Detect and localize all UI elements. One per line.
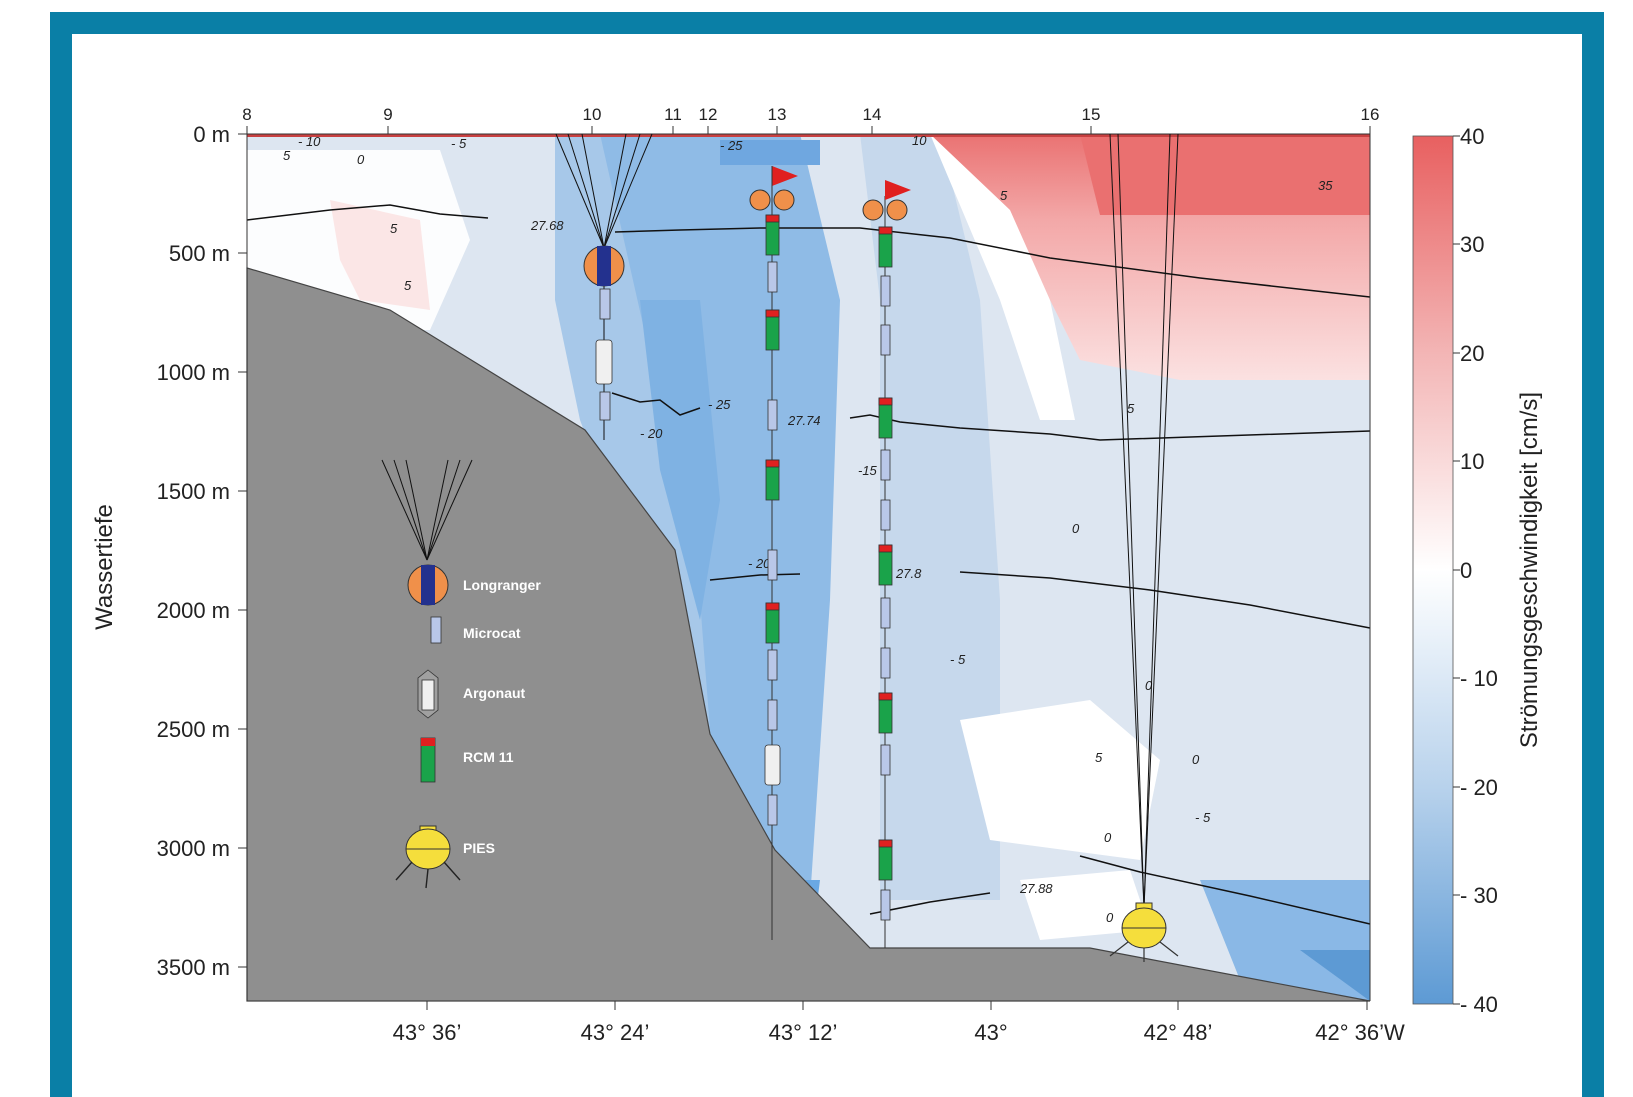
colorbar-tick: 0 xyxy=(1460,558,1472,583)
isopycnal-label: 27.8 xyxy=(895,566,922,581)
colorbar-tick: - 30 xyxy=(1460,883,1498,908)
contour-label: 5 xyxy=(390,221,398,236)
velocity-field xyxy=(247,134,1370,1001)
station-label: 9 xyxy=(383,105,392,124)
contour-label: - 5 xyxy=(950,652,966,667)
depth-label: 3000 m xyxy=(157,836,230,861)
contour-label: 0 xyxy=(357,152,365,167)
contour-label: 5 xyxy=(404,278,412,293)
depth-label: 2500 m xyxy=(157,717,230,742)
contour-label: -15 xyxy=(858,463,878,478)
depth-ticks: 0 m 500 m 1000 m 1500 m 2000 m 2500 m 30… xyxy=(157,122,247,980)
isopycnal-label: 27.68 xyxy=(530,218,564,233)
isopycnal-label: 27.74 xyxy=(787,413,821,428)
colorbar-tick: - 40 xyxy=(1460,992,1498,1017)
contour-label: 5 xyxy=(1127,401,1135,416)
contour-label: 5 xyxy=(283,148,291,163)
longitude-label: 43° 12’ xyxy=(769,1020,838,1045)
contour-label: 5 xyxy=(1095,750,1103,765)
contour-label: - 5 xyxy=(1195,810,1211,825)
station-label: 8 xyxy=(242,105,251,124)
contour-label: 0 xyxy=(1145,678,1153,693)
contour-label: 10 xyxy=(912,133,927,148)
depth-label: 0 m xyxy=(193,122,230,147)
longitude-label: 42° 48’ xyxy=(1144,1020,1213,1045)
station-label: 14 xyxy=(863,105,882,124)
colorbar: 40 30 20 10 0 - 10 - 20 - 30 - 40 Strömu… xyxy=(1412,124,1543,1017)
station-label: 11 xyxy=(664,105,682,124)
contour-label: 0 xyxy=(1072,521,1080,536)
contour-label: - 25 xyxy=(720,138,743,153)
depth-label: 1500 m xyxy=(157,479,230,504)
colorbar-tick: 30 xyxy=(1460,232,1484,257)
longitude-label: 43° 36’ xyxy=(393,1020,462,1045)
contour-label: - 10 xyxy=(298,134,321,149)
legend-label-pies: PIES xyxy=(463,840,495,856)
legend-label-longranger: Longranger xyxy=(463,577,541,593)
isopycnal-labels: 27.68 27.74 27.8 27.88 xyxy=(530,218,1053,896)
pies-instrument xyxy=(1109,133,1179,962)
contour-label: 5 xyxy=(1000,188,1008,203)
station-label: 10 xyxy=(583,105,602,124)
colorbar-tick: - 20 xyxy=(1460,775,1498,800)
colorbar-tick: 10 xyxy=(1460,449,1484,474)
contour-label: 0 xyxy=(1106,910,1114,925)
contour-label: - 5 xyxy=(451,136,467,151)
contour-label: - 20 xyxy=(640,426,663,441)
colorbar-tick: 40 xyxy=(1460,124,1484,149)
colorbar-title: Strömungsgeschwindigkeit [cm/s] xyxy=(1516,392,1543,748)
depth-label: 500 m xyxy=(169,241,230,266)
station-label: 15 xyxy=(1082,105,1101,124)
mooring-longranger xyxy=(555,133,653,440)
contour-label: 35 xyxy=(1318,178,1333,193)
longitude-ticks: 43° 36’ 43° 24’ 43° 12’ 43° 42° 48’ 42° … xyxy=(393,1001,1405,1045)
legend-label-argonaut: Argonaut xyxy=(463,685,526,701)
station-label: 12 xyxy=(699,105,718,124)
longitude-label: 42° 36’W xyxy=(1315,1020,1405,1045)
depth-label: 1000 m xyxy=(157,360,230,385)
colorbar-tick: - 10 xyxy=(1460,666,1498,691)
legend-label-microcat: Microcat xyxy=(463,625,521,641)
mooring-station-14 xyxy=(862,180,911,948)
colorbar-tick: 20 xyxy=(1460,341,1484,366)
longitude-label: 43° xyxy=(974,1020,1007,1045)
contour-labels: - 10 5 0 - 5 5 5 - 25 10 5 35 - 25 - 20 … xyxy=(283,133,1333,925)
station-ticks: 8 9 10 11 12 13 14 15 16 xyxy=(242,105,1379,134)
station-label: 16 xyxy=(1361,105,1380,124)
y-axis-title: Wassertiefe xyxy=(91,504,118,630)
longitude-label: 43° 24’ xyxy=(581,1020,650,1045)
contour-label: 0 xyxy=(1192,752,1200,767)
contour-label: - 25 xyxy=(708,397,731,412)
contour-label: 0 xyxy=(1104,830,1112,845)
depth-label: 3500 m xyxy=(157,955,230,980)
seafloor-topography xyxy=(246,267,1371,1002)
mooring-station-13 xyxy=(749,166,798,940)
isopycnals xyxy=(246,204,1371,925)
legend-label-rcm11: RCM 11 xyxy=(463,749,514,765)
depth-label: 2000 m xyxy=(157,598,230,623)
instrument-legend: Longranger Microcat Argonaut RCM 11 PIES xyxy=(381,459,541,889)
contour-label: - 20 xyxy=(748,556,771,571)
isopycnal-label: 27.88 xyxy=(1019,881,1053,896)
station-label: 13 xyxy=(768,105,787,124)
